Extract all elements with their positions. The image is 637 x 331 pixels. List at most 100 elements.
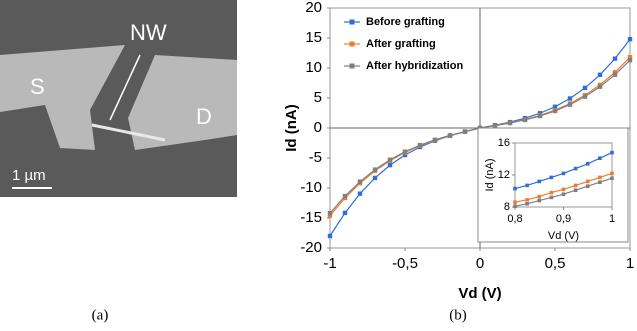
data-point (402, 152, 408, 158)
data-point (522, 117, 528, 123)
data-point (513, 200, 517, 204)
scale-label: 1 µm (12, 167, 46, 184)
data-point (585, 184, 590, 188)
data-point (432, 137, 438, 143)
data-point (342, 193, 348, 199)
data-point (525, 202, 529, 206)
data-point (537, 179, 542, 184)
data-point (537, 198, 542, 203)
source-label: S (30, 74, 45, 99)
y-axis-label: Id (nA) (283, 104, 300, 151)
caption: (a) (92, 307, 109, 323)
data-point (327, 211, 333, 216)
y-tick-label: 12 (498, 169, 510, 181)
data-point (573, 183, 578, 188)
data-point (387, 162, 393, 168)
x-tick-label: 1 (609, 213, 615, 225)
y-tick-label: 10 (305, 59, 322, 76)
data-point (525, 198, 529, 202)
y-tick-label: -15 (300, 209, 322, 226)
data-point (561, 192, 566, 196)
data-point (582, 85, 588, 91)
data-point (627, 58, 633, 63)
data-point (327, 233, 333, 239)
data-point (573, 188, 578, 192)
data-point (610, 150, 614, 155)
data-point (561, 187, 566, 192)
source-electrode (0, 45, 125, 150)
y-axis-label: Id (nA) (484, 158, 496, 191)
x-tick-label: -1 (323, 255, 336, 272)
x-tick-label: 0,9 (556, 213, 571, 225)
data-point (525, 183, 529, 188)
x-tick-label: -0,5 (392, 255, 418, 272)
nanowire-label: NW (130, 20, 167, 45)
data-point (492, 123, 498, 128)
data-point (585, 162, 590, 166)
inset-background (477, 127, 629, 243)
nanowire-pointer (109, 54, 141, 121)
drain-electrode (128, 55, 237, 150)
legend-marker (349, 63, 355, 69)
data-point (561, 171, 566, 176)
data-point (610, 176, 614, 180)
data-point (567, 102, 573, 107)
data-point (549, 190, 554, 195)
data-point (598, 180, 602, 184)
data-point (417, 142, 423, 148)
data-point (357, 179, 363, 184)
caption: (b) (449, 307, 467, 323)
data-point (597, 84, 603, 89)
y-tick-label: 8 (504, 201, 510, 213)
data-point (612, 72, 618, 77)
sem-image: S D NW 1 µm (0, 0, 237, 197)
data-point (513, 186, 517, 191)
x-axis-label: Vd (V) (548, 230, 579, 242)
y-tick-label: 20 (305, 0, 322, 16)
y-tick-label: 0 (314, 119, 322, 136)
x-tick-label: 1 (626, 255, 634, 272)
data-point (462, 129, 468, 134)
drain-label: D (196, 104, 212, 129)
data-point (327, 213, 333, 218)
data-point (627, 55, 633, 60)
data-point (372, 175, 378, 181)
y-tick-label: 15 (305, 29, 322, 46)
legend-label: After grafting (366, 38, 436, 50)
x-tick-label: 0,5 (545, 255, 566, 272)
data-point (598, 156, 602, 160)
data-point (549, 175, 554, 180)
y-tick-label: -20 (300, 239, 322, 256)
data-point (598, 175, 602, 180)
data-point (537, 113, 543, 119)
data-point (387, 157, 393, 162)
data-point (627, 37, 633, 42)
data-point (513, 204, 517, 208)
data-point (372, 167, 378, 172)
y-tick-label: 16 (498, 137, 510, 149)
nanowire (91, 123, 166, 142)
data-point (447, 133, 453, 138)
y-tick-label: -10 (300, 179, 322, 196)
data-point (582, 94, 588, 99)
data-point (567, 96, 573, 101)
legend-label: Before grafting (366, 16, 445, 28)
data-point (342, 210, 348, 216)
data-point (552, 108, 558, 114)
data-point (612, 56, 618, 61)
data-point (507, 120, 513, 126)
x-tick-label: 0,8 (507, 213, 522, 225)
data-point (549, 195, 554, 200)
data-point (597, 72, 603, 77)
y-tick-label: 5 (314, 89, 322, 106)
legend-marker (349, 41, 355, 47)
y-tick-label: -5 (309, 149, 322, 166)
data-point (573, 166, 578, 171)
data-point (552, 104, 558, 109)
legend-marker (349, 19, 355, 25)
data-point (612, 70, 618, 75)
data-point (610, 171, 614, 176)
data-point (537, 194, 542, 199)
